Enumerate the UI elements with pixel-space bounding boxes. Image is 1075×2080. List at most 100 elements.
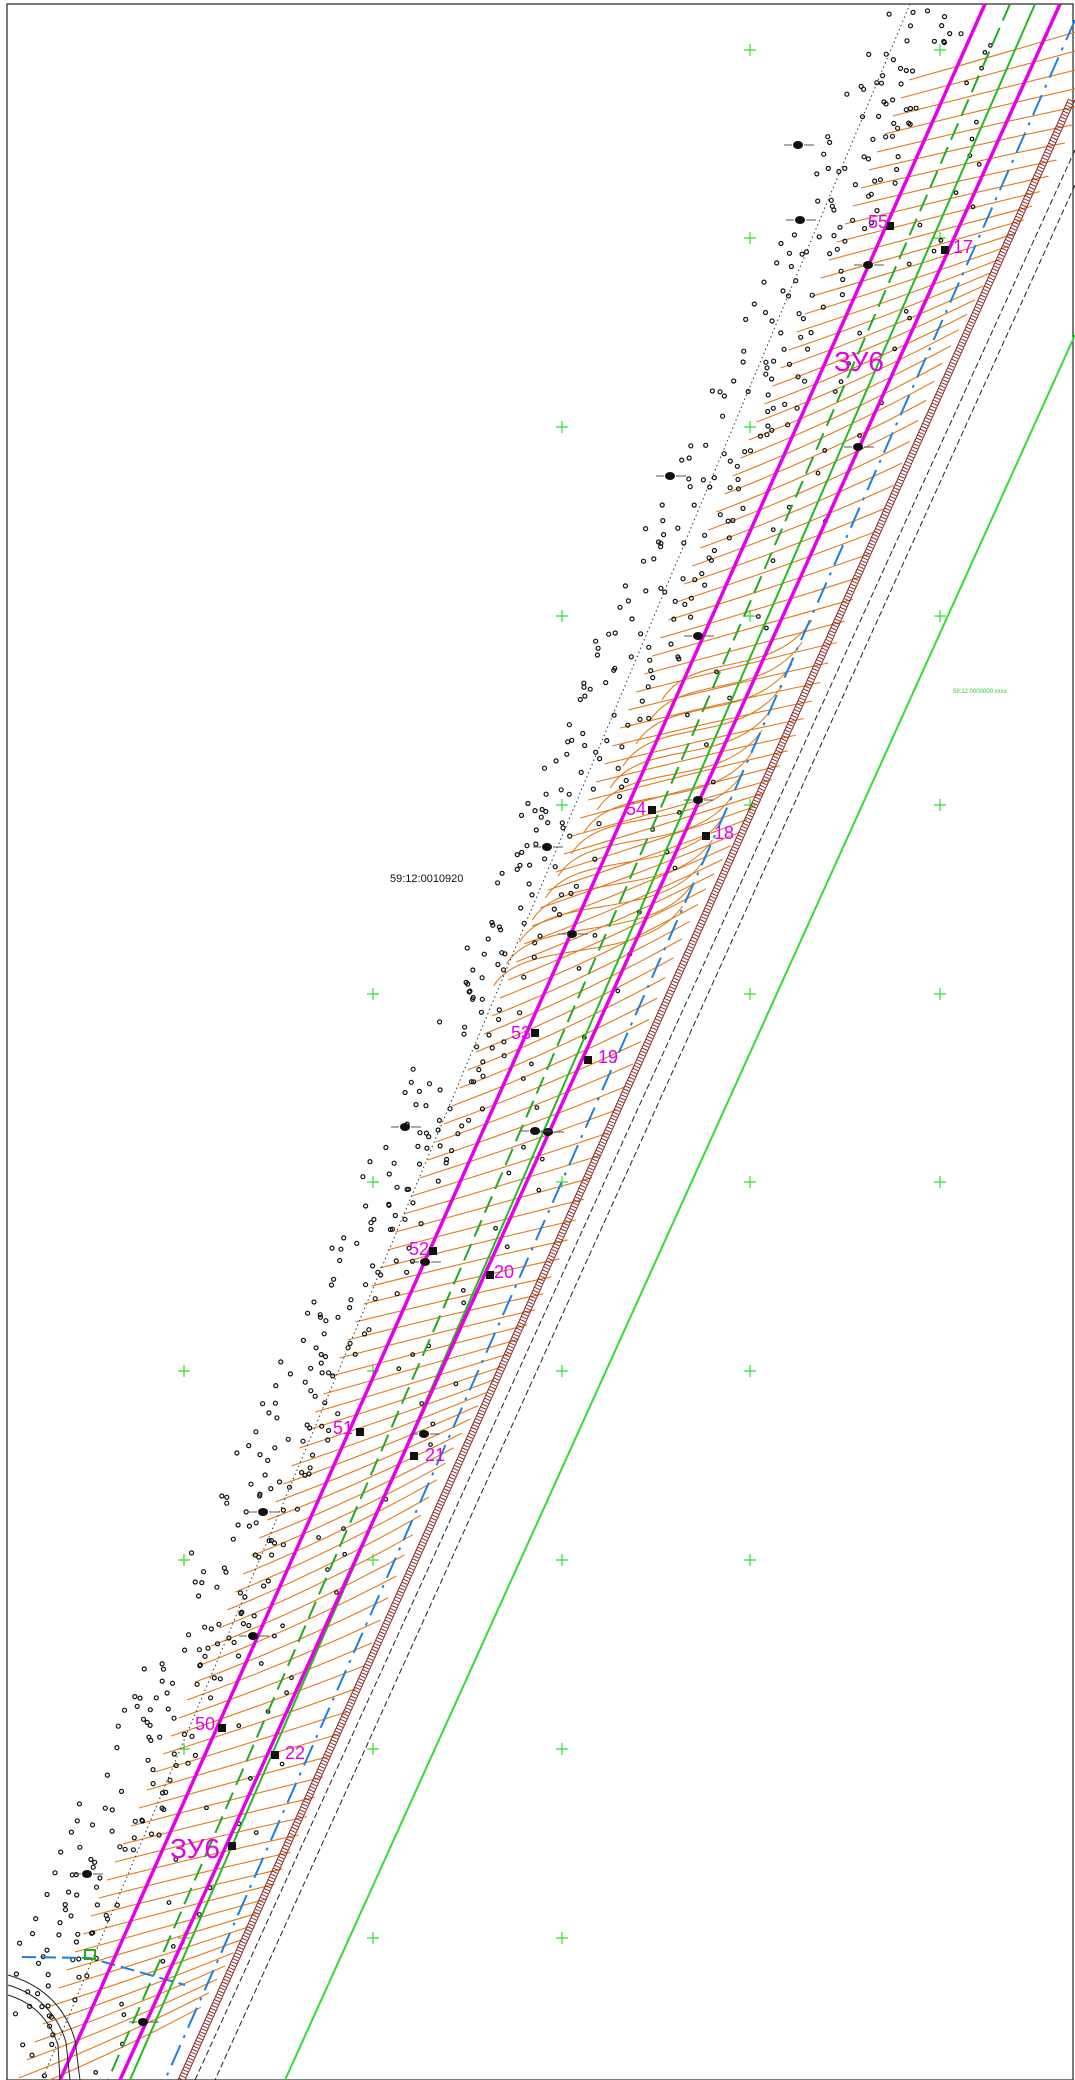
- tree-crown: [693, 632, 703, 640]
- tree-dot: [117, 1844, 123, 1850]
- tree-dot: [311, 1299, 317, 1305]
- tree-dot: [478, 1009, 484, 1015]
- tree-dot: [931, 38, 938, 44]
- tree-dot: [493, 1225, 499, 1231]
- tree-dot: [593, 638, 599, 644]
- tree-dot: [521, 920, 527, 926]
- tree-dot: [685, 712, 690, 718]
- tree-dot: [75, 1931, 81, 1937]
- tree-dot: [159, 1790, 166, 1796]
- tree-dot: [640, 558, 647, 564]
- tree-dot: [543, 808, 549, 815]
- tree-symbol-icon: [129, 2018, 159, 2026]
- tree-dot: [770, 558, 776, 564]
- tree-dot: [615, 988, 621, 994]
- tree-dot: [235, 1522, 241, 1528]
- tree-dot: [646, 644, 652, 650]
- tree-dot: [189, 1733, 195, 1740]
- tree-dot: [121, 2012, 127, 2018]
- tree-dot: [316, 1535, 322, 1540]
- tree-dot: [214, 1641, 221, 1647]
- contour-line: [732, 380, 935, 477]
- tree-dot: [875, 113, 882, 120]
- tree-dot: [680, 576, 686, 582]
- tree-dot: [701, 582, 708, 588]
- tree-dot: [490, 922, 496, 928]
- tree-dot: [526, 881, 532, 887]
- tree-symbol-icon: [249, 1508, 279, 1516]
- contour-line: [42, 1952, 234, 2025]
- tree-dot: [345, 1345, 351, 1351]
- tree-dot: [677, 810, 682, 815]
- contour-line: [836, 190, 1041, 243]
- tree-dot: [192, 1579, 198, 1585]
- tree-dot: [396, 1366, 402, 1372]
- contour-line: [443, 1041, 642, 1125]
- tree-dot: [865, 193, 872, 199]
- tree-dot: [114, 1744, 120, 1751]
- tree-dot: [173, 1762, 179, 1769]
- tree-dot: [499, 950, 505, 956]
- tree-dot: [147, 1722, 153, 1729]
- tree-dot: [221, 1565, 227, 1571]
- tree-dot: [883, 51, 889, 57]
- tree-symbol-icon: [656, 472, 686, 480]
- tree-dot: [765, 423, 771, 429]
- tree-dot: [706, 555, 712, 561]
- tree-dot: [46, 2013, 52, 2019]
- tree-dot: [402, 1089, 408, 1096]
- tree-crown: [258, 1508, 268, 1516]
- tree-dot: [740, 505, 746, 511]
- tree-dot: [257, 1491, 263, 1497]
- tree-dot: [419, 1401, 425, 1406]
- tree-dot: [839, 292, 846, 298]
- tree-dot: [274, 1415, 280, 1421]
- tree-dot: [836, 168, 842, 175]
- contour-line: [571, 779, 772, 837]
- contour-line: [339, 1309, 536, 1359]
- tree-dot: [719, 413, 726, 419]
- tree-dot: [326, 1427, 332, 1434]
- tree-dot: [171, 1751, 177, 1757]
- tree-dot: [931, 248, 937, 254]
- grid-cross-icon: [934, 610, 946, 622]
- grid-cross-icon: [556, 421, 568, 433]
- tree-dot: [285, 1436, 291, 1442]
- tree-dot: [318, 1351, 324, 1358]
- tree-crown: [863, 261, 873, 269]
- tree-dot: [423, 1102, 429, 1109]
- tree-dot: [29, 1930, 36, 1937]
- contour-line: [146, 1733, 340, 1791]
- tree-dot: [331, 1276, 337, 1282]
- grid-cross-icon: [744, 988, 756, 1000]
- tree-dot: [418, 1220, 424, 1227]
- tree-dot: [878, 80, 885, 86]
- tree-dot: [974, 119, 979, 125]
- tree-dot: [534, 1105, 540, 1110]
- tree-dot: [679, 457, 685, 463]
- tree-dot: [44, 1947, 50, 1953]
- tree-dot: [743, 316, 749, 322]
- tree-dot: [799, 251, 805, 257]
- tree-dot: [329, 1245, 335, 1251]
- tree-dot: [545, 819, 551, 826]
- contour-line: [570, 773, 743, 855]
- grid-cross-icon: [178, 1554, 190, 1566]
- tree-dot: [616, 793, 623, 800]
- tree-dot: [533, 827, 539, 833]
- tree-dot: [543, 791, 549, 797]
- tree-dot: [41, 2073, 48, 2079]
- tree-dot: [815, 470, 821, 476]
- tree-dot: [224, 1500, 230, 1506]
- tree-symbol-icon: [73, 1870, 103, 1878]
- cadastral-number: 59:12:0010920: [390, 873, 463, 885]
- tree-dot: [402, 1216, 408, 1222]
- contour-line: [371, 1239, 568, 1287]
- tree-dot: [415, 1143, 421, 1150]
- tree-dot: [731, 378, 737, 384]
- tree-dot: [363, 1203, 369, 1209]
- tree-dot: [658, 585, 664, 591]
- tree-dot: [501, 1039, 507, 1045]
- contour-line: [419, 1109, 617, 1179]
- tree-dot: [360, 1174, 366, 1180]
